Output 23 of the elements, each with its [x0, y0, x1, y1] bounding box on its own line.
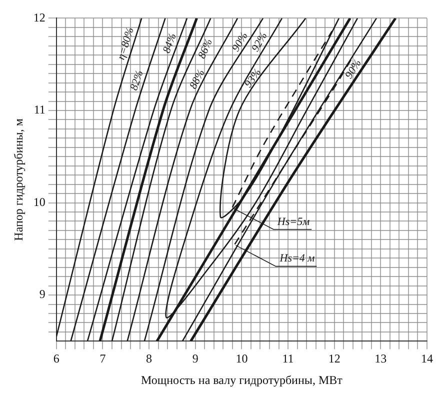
text: 86% [196, 37, 215, 60]
x-tick-label: 14 [421, 352, 433, 366]
x-tick-label: 8 [146, 352, 152, 366]
x-tick-label: 12 [328, 352, 340, 366]
y-tick-label: 11 [34, 102, 46, 117]
x-tick-label: 10 [236, 352, 248, 366]
y-tick-label: 12 [33, 10, 46, 24]
text: η=80% [115, 26, 136, 62]
x-tick-label: 13 [374, 352, 387, 366]
x-tick-label: 7 [100, 352, 106, 366]
text: 84% [160, 32, 179, 55]
x-tick-label: 9 [192, 352, 198, 366]
x-tick-label: 6 [53, 352, 60, 366]
y-axis-title: Напор гидротурбины, м [11, 118, 26, 241]
text: 92% [249, 30, 270, 54]
x-tick-label: 11 [282, 352, 294, 366]
y-tick-label: 9 [39, 287, 46, 302]
y-tick-label: 10 [33, 194, 46, 209]
text: Hs=5м [276, 216, 310, 228]
text: Hs=4 м [278, 252, 315, 265]
text: 88% [187, 68, 208, 92]
x-axis-title: Мощность на валу гидротурбины, МВт [141, 372, 344, 387]
text: 82% [128, 68, 146, 92]
